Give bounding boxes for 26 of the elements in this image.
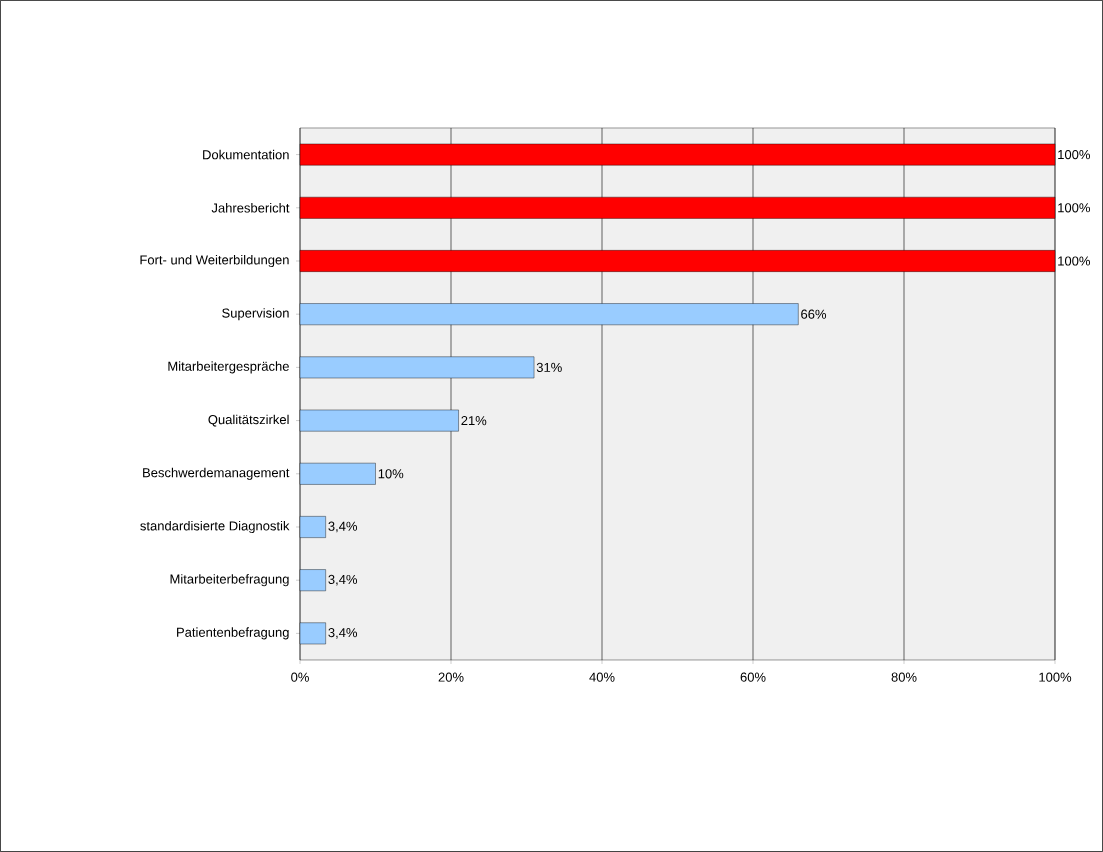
data-label: 3,4%: [328, 574, 358, 586]
y-tick-label: Dokumentation: [203, 149, 289, 160]
data-label: 3,4%: [328, 521, 358, 533]
x-tick-label: 20%: [438, 672, 464, 682]
y-tick-label: Beschwerdemanagement: [143, 467, 290, 480]
data-label: 66%: [801, 309, 827, 319]
x-tick-label: 0%: [291, 672, 309, 682]
y-tick-label: Mitarbeitergespräche: [168, 361, 289, 374]
x-tick-label: 100%: [1039, 672, 1072, 682]
x-tick-label: 80%: [891, 672, 917, 682]
y-tick-label: Mitarbeiterbefragung: [170, 574, 289, 587]
data-label: 31%: [536, 362, 562, 372]
y-tick-label: standardisierte Diagnostik: [140, 520, 290, 534]
data-label: 100%: [1058, 203, 1090, 213]
x-tick-label: 40%: [589, 672, 615, 682]
data-label: 21%: [461, 416, 487, 426]
y-tick-label: Jahresbericht: [211, 203, 290, 213]
data-label: 100%: [1058, 149, 1090, 160]
x-tick-label: 60%: [740, 672, 766, 682]
data-label: 3,4%: [328, 628, 358, 639]
y-tick-label: Qualitätszirkel: [208, 414, 289, 427]
data-label: 10%: [378, 469, 404, 479]
y-tick-label: Fort- und Weiterbildungen: [140, 254, 289, 268]
y-tick-label: Supervision: [222, 308, 289, 321]
data-label: 100%: [1058, 256, 1090, 266]
y-tick-label: Patientenbefragung: [177, 627, 289, 640]
